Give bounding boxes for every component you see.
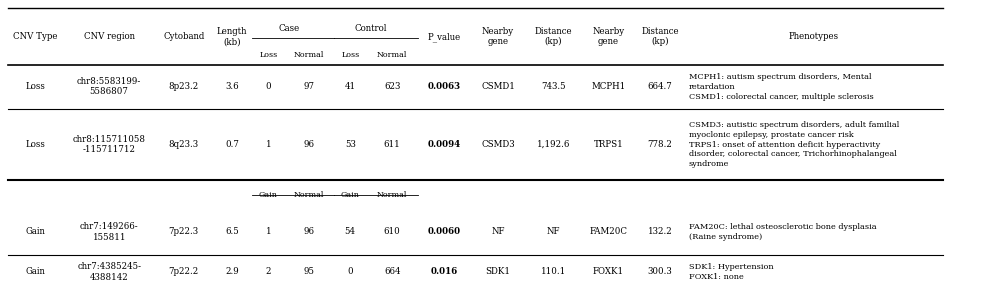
Text: 0: 0 bbox=[266, 82, 271, 91]
Text: MCPH1: autism spectrum disorders, Mental
retardation
CSMD1: colorectal cancer, m: MCPH1: autism spectrum disorders, Mental… bbox=[689, 73, 873, 100]
Text: Cytoband: Cytoband bbox=[163, 32, 205, 41]
Text: 0: 0 bbox=[348, 267, 353, 276]
Text: 6.5: 6.5 bbox=[225, 228, 239, 236]
Text: Distance
(kp): Distance (kp) bbox=[641, 27, 679, 47]
Text: Phenotypes: Phenotypes bbox=[788, 32, 839, 41]
Text: chr7:4385245-
4388142: chr7:4385245- 4388142 bbox=[77, 262, 141, 281]
Text: NF: NF bbox=[491, 228, 505, 236]
Text: 8p23.2: 8p23.2 bbox=[169, 82, 199, 91]
Text: MCPH1: MCPH1 bbox=[592, 82, 625, 91]
Text: 53: 53 bbox=[345, 140, 356, 149]
Text: Loss: Loss bbox=[26, 82, 45, 91]
Text: SDK1: Hypertension
FOXK1: none: SDK1: Hypertension FOXK1: none bbox=[689, 263, 774, 281]
Text: 97: 97 bbox=[303, 82, 315, 91]
Text: Nearby
gene: Nearby gene bbox=[593, 27, 624, 46]
Text: 1: 1 bbox=[266, 140, 271, 149]
Text: 0.0060: 0.0060 bbox=[428, 228, 461, 236]
Text: 2.9: 2.9 bbox=[225, 267, 239, 276]
Text: Normal: Normal bbox=[294, 191, 324, 199]
Text: NF: NF bbox=[546, 228, 560, 236]
Text: Normal: Normal bbox=[294, 51, 324, 59]
Text: 96: 96 bbox=[303, 228, 315, 236]
Text: Loss: Loss bbox=[26, 140, 45, 149]
Text: chr7:149266-
155811: chr7:149266- 155811 bbox=[80, 222, 138, 242]
Text: Length
(kb): Length (kb) bbox=[217, 27, 247, 46]
Text: Distance
(kp): Distance (kp) bbox=[535, 27, 572, 47]
Text: Normal: Normal bbox=[377, 191, 407, 199]
Text: chr8:5583199-
5586807: chr8:5583199- 5586807 bbox=[77, 77, 141, 96]
Text: CNV region: CNV region bbox=[84, 32, 134, 41]
Text: CSMD3: autistic spectrum disorders, adult familial
myoclonic epilepsy, prostate : CSMD3: autistic spectrum disorders, adul… bbox=[689, 121, 899, 168]
Text: Gain: Gain bbox=[26, 228, 45, 236]
Text: 3.6: 3.6 bbox=[225, 82, 239, 91]
Text: 96: 96 bbox=[303, 140, 315, 149]
Text: 623: 623 bbox=[384, 82, 400, 91]
Text: Control: Control bbox=[355, 24, 387, 33]
Text: 132.2: 132.2 bbox=[647, 228, 673, 236]
Text: Gain: Gain bbox=[259, 191, 278, 199]
Text: FOXK1: FOXK1 bbox=[593, 267, 624, 276]
Text: 664: 664 bbox=[384, 267, 400, 276]
Text: 1,192.6: 1,192.6 bbox=[536, 140, 570, 149]
Text: TRPS1: TRPS1 bbox=[594, 140, 623, 149]
Text: P_value: P_value bbox=[428, 32, 461, 41]
Text: Gain: Gain bbox=[341, 191, 360, 199]
Text: 110.1: 110.1 bbox=[540, 267, 566, 276]
Text: 41: 41 bbox=[345, 82, 356, 91]
Text: Normal: Normal bbox=[377, 51, 407, 59]
Text: 7p22.3: 7p22.3 bbox=[169, 228, 199, 236]
Text: 611: 611 bbox=[384, 140, 400, 149]
Text: 778.2: 778.2 bbox=[647, 140, 673, 149]
Text: 2: 2 bbox=[266, 267, 271, 276]
Text: 0.0094: 0.0094 bbox=[428, 140, 461, 149]
Text: SDK1: SDK1 bbox=[485, 267, 511, 276]
Text: 54: 54 bbox=[345, 228, 356, 236]
Text: 0.016: 0.016 bbox=[431, 267, 458, 276]
Text: CSMD3: CSMD3 bbox=[481, 140, 515, 149]
Text: chr8:115711058
-115711712: chr8:115711058 -115711712 bbox=[73, 135, 145, 154]
Text: 743.5: 743.5 bbox=[541, 82, 565, 91]
Text: CSMD1: CSMD1 bbox=[481, 82, 515, 91]
Text: 300.3: 300.3 bbox=[647, 267, 673, 276]
Text: 1: 1 bbox=[266, 228, 271, 236]
Text: 0.0063: 0.0063 bbox=[428, 82, 461, 91]
Text: 8q23.3: 8q23.3 bbox=[169, 140, 199, 149]
Text: Case: Case bbox=[278, 24, 299, 33]
Text: Nearby
gene: Nearby gene bbox=[482, 27, 514, 46]
Text: FAM20C: lethal osteosclerotic bone dysplasia
(Raine syndrome): FAM20C: lethal osteosclerotic bone dyspl… bbox=[689, 223, 876, 241]
Text: 610: 610 bbox=[384, 228, 400, 236]
Text: FAM20C: FAM20C bbox=[590, 228, 627, 236]
Text: Loss: Loss bbox=[259, 51, 278, 59]
Text: 0.7: 0.7 bbox=[225, 140, 239, 149]
Text: 7p22.2: 7p22.2 bbox=[169, 267, 199, 276]
Text: Loss: Loss bbox=[341, 51, 360, 59]
Text: 95: 95 bbox=[303, 267, 315, 276]
Text: 664.7: 664.7 bbox=[647, 82, 673, 91]
Text: Gain: Gain bbox=[26, 267, 45, 276]
Text: CNV Type: CNV Type bbox=[13, 32, 58, 41]
